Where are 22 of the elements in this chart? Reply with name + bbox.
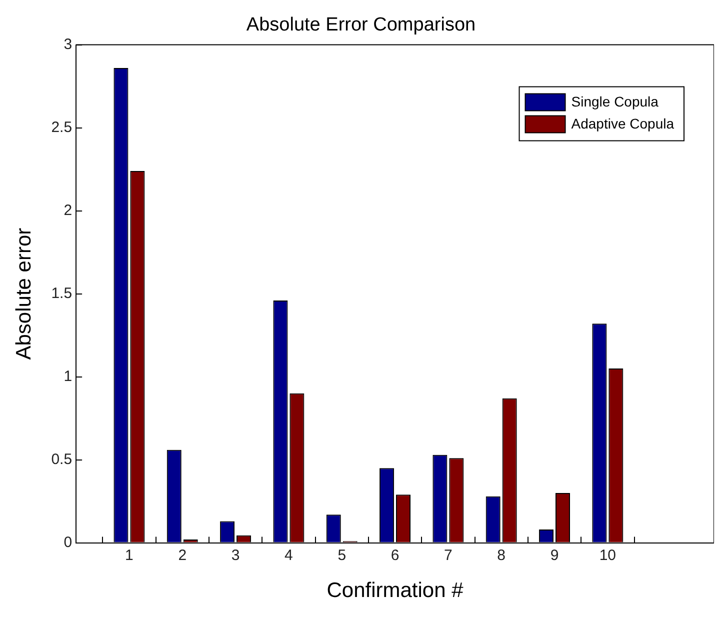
- x-tick-label: 1: [125, 546, 134, 564]
- chart-title: Absolute Error Comparison: [246, 14, 476, 36]
- y-tick-label: 0: [64, 534, 72, 551]
- y-tick-label: 1: [64, 368, 72, 385]
- x-tick-label: 8: [497, 546, 506, 564]
- legend-label: Single Copula: [571, 94, 659, 110]
- x-tick-label: 5: [338, 546, 346, 564]
- x-tick-label: 7: [444, 546, 452, 564]
- y-tick-label: 0.5: [51, 450, 72, 468]
- x-tick-label: 4: [284, 546, 293, 564]
- x-axis-title: Confirmation #: [326, 579, 464, 602]
- y-tick-label: 2.5: [51, 118, 72, 136]
- x-tick-label: 6: [390, 546, 400, 564]
- y-tick-label: 2: [64, 202, 72, 219]
- legend-label: Adaptive Copula: [571, 116, 674, 132]
- y-tick-label: 1.5: [51, 284, 72, 302]
- x-tick-label: 3: [231, 546, 240, 564]
- x-tick-label: 2: [178, 546, 187, 564]
- x-tick-label: 9: [550, 546, 559, 564]
- x-tick-label: 10: [599, 546, 616, 564]
- y-tick-label: 3: [64, 36, 72, 53]
- y-axis-title: Absolute error: [12, 228, 36, 360]
